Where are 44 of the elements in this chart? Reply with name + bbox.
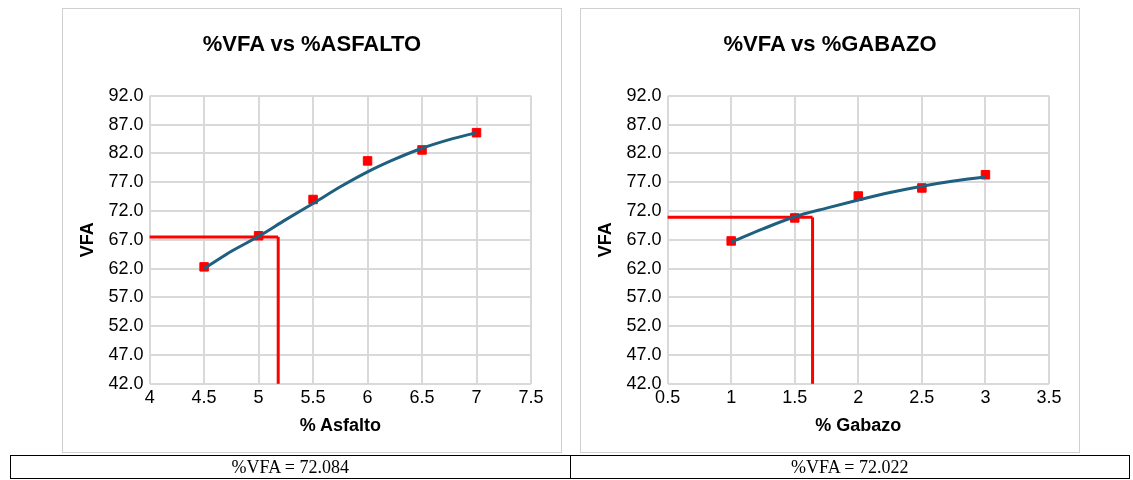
point <box>362 156 373 166</box>
x-tick-label: 3.5 <box>1036 386 1062 407</box>
y-tick-label: 62.0 <box>626 257 662 278</box>
y-tick-label: 92.0 <box>626 84 662 105</box>
x-tick-label: 1.5 <box>782 386 808 407</box>
y-tick-label: 67.0 <box>108 228 144 249</box>
y-tick-label: 77.0 <box>108 171 144 192</box>
y-tick-label: 92.0 <box>108 84 144 105</box>
x-tick-label: 2.5 <box>909 386 935 407</box>
y-axis-title: VFA <box>76 222 97 258</box>
y-tick-label: 57.0 <box>626 286 662 307</box>
text: %VFA = 72.022 <box>570 455 1130 479</box>
y-tick-label: 72.0 <box>626 199 662 220</box>
y-tick-label: 77.0 <box>626 171 662 192</box>
x-tick-label: 2 <box>853 386 864 407</box>
y-tick-label: 87.0 <box>108 113 144 134</box>
x-tick-label: 4 <box>144 386 155 407</box>
x-tick-label: 5.5 <box>300 386 326 407</box>
chart-title: %VFA vs %GABAZO <box>722 31 938 57</box>
y-tick-label: 67.0 <box>626 228 662 249</box>
y-axis-title: VFA <box>594 222 615 258</box>
y-tick-label: 87.0 <box>626 113 662 134</box>
y-tick-label: 72.0 <box>108 199 144 220</box>
y-tick-label: 82.0 <box>626 142 662 163</box>
x-tick-label: 7.5 <box>518 386 544 407</box>
x-tick-label: 4.5 <box>191 386 217 407</box>
x-tick-label: 1 <box>726 386 737 407</box>
x-axis-title: % Asfalto <box>299 415 381 436</box>
y-tick-label: 42.0 <box>108 372 144 393</box>
y-tick-label: 52.0 <box>108 315 144 336</box>
x-tick-label: 3 <box>980 386 991 407</box>
x-tick-label: 6.5 <box>409 386 435 407</box>
y-tick-label: 57.0 <box>108 286 144 307</box>
chart-title: %VFA vs %ASFALTO <box>201 31 423 57</box>
text: %VFA = 72.084 <box>10 455 570 479</box>
x-axis-title: % Gabazo <box>815 415 902 436</box>
x-tick-label: 5 <box>253 386 264 407</box>
x-tick-label: 7 <box>471 386 482 407</box>
x-tick-label: 6 <box>362 386 373 407</box>
y-tick-label: 47.0 <box>108 343 144 364</box>
y-tick-label: 82.0 <box>108 142 144 163</box>
y-tick-label: 62.0 <box>108 257 144 278</box>
y-tick-label: 47.0 <box>626 343 662 364</box>
y-tick-label: 52.0 <box>626 315 662 336</box>
